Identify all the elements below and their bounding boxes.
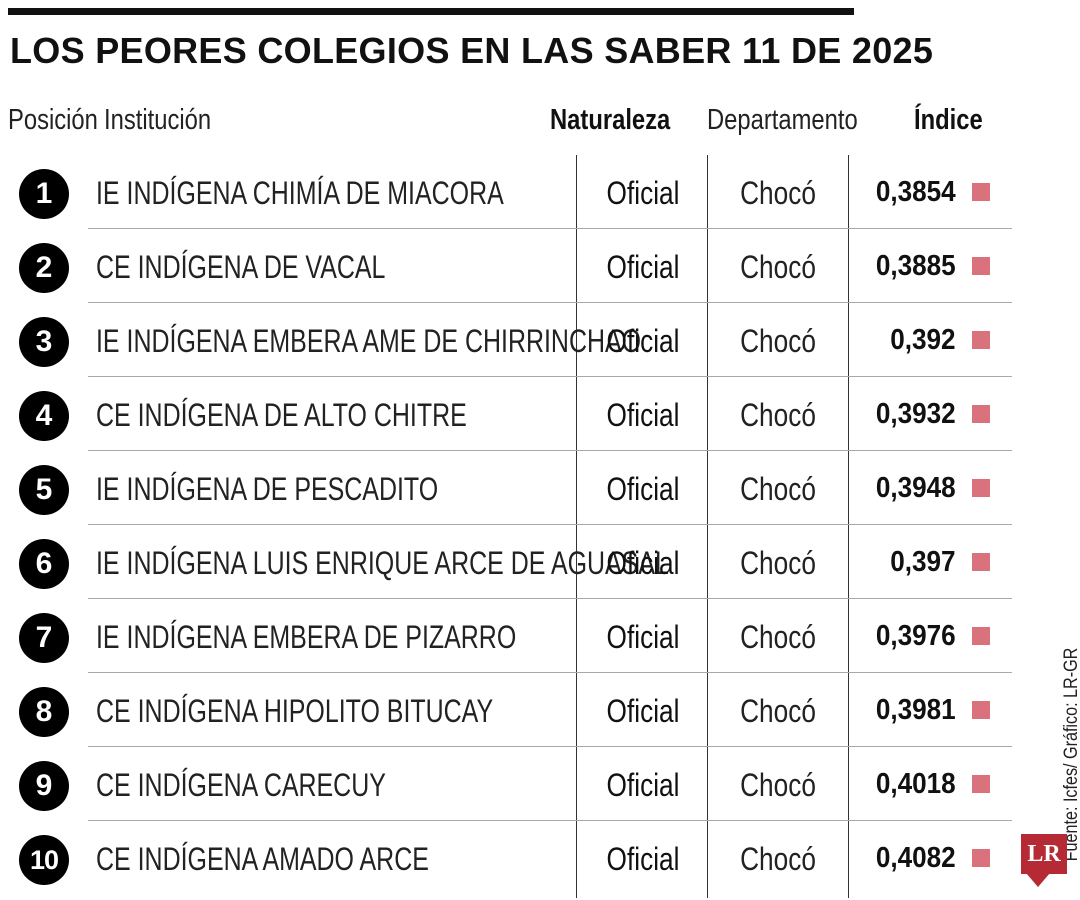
nature-cell: Oficial bbox=[606, 397, 680, 433]
institution-cell: CE INDÍGENA CARECUY bbox=[96, 767, 386, 803]
department-cell: Chocó bbox=[740, 619, 816, 655]
institution-cell: CE INDÍGENA DE ALTO CHITRE bbox=[96, 397, 467, 433]
table-row: 6 IE INDÍGENA LUIS ENRIQUE ARCE DE AGUASA… bbox=[0, 525, 1012, 599]
department-cell: Chocó bbox=[740, 693, 816, 729]
column-divider bbox=[848, 155, 849, 898]
position-badge: 2 bbox=[19, 243, 69, 293]
index-value: 0,3932 bbox=[876, 398, 956, 430]
position-badge: 10 bbox=[19, 835, 69, 885]
institution-cell: IE INDÍGENA EMBERA AME DE CHIRRINCHAO bbox=[96, 323, 642, 359]
position-badge: 4 bbox=[19, 391, 69, 441]
index-marker-square bbox=[972, 627, 990, 645]
source-note: Fuente: Icfes/ Gráfico: LR-GR bbox=[1061, 610, 1080, 862]
institution-cell: IE INDÍGENA CHIMÍA DE MIACORA bbox=[96, 175, 504, 211]
index-marker-square bbox=[972, 849, 990, 867]
index-marker-square bbox=[972, 479, 990, 497]
column-divider bbox=[707, 155, 708, 898]
institution-cell: IE INDÍGENA EMBERA DE PIZARRO bbox=[96, 619, 517, 655]
institution-cell: IE INDÍGENA DE PESCADITO bbox=[96, 471, 439, 507]
index-value: 0,4082 bbox=[876, 842, 956, 874]
column-divider bbox=[576, 155, 577, 898]
position-badge: 3 bbox=[19, 317, 69, 367]
nature-cell: Oficial bbox=[606, 545, 680, 581]
department-cell: Chocó bbox=[740, 841, 816, 877]
position-badge: 5 bbox=[19, 465, 69, 515]
institution-cell: CE INDÍGENA HIPOLITO BITUCAY bbox=[96, 693, 494, 729]
index-value: 0,3854 bbox=[876, 176, 956, 208]
lr-logo-tail bbox=[1026, 873, 1050, 887]
table-row: 1 IE INDÍGENA CHIMÍA DE MIACORA Oficial Cho… bbox=[0, 155, 1012, 229]
index-value: 0,3948 bbox=[876, 472, 956, 504]
table-row: 8 CE INDÍGENA HIPOLITO BITUCAY Oficial Choc… bbox=[0, 673, 1012, 747]
header-department: Departamento bbox=[707, 104, 858, 136]
table-row: 3 IE INDÍGENA EMBERA AME DE CHIRRINCHAO Of… bbox=[0, 303, 1012, 377]
nature-cell: Oficial bbox=[606, 471, 680, 507]
department-cell: Chocó bbox=[740, 323, 816, 359]
table-row: 7 IE INDÍGENA EMBERA DE PIZARRO Oficial Cho… bbox=[0, 599, 1012, 673]
header-index: Índice bbox=[914, 104, 983, 136]
position-badge: 9 bbox=[19, 761, 69, 811]
table-row: 5 IE INDÍGENA DE PESCADITO Oficial Chocó 0,3… bbox=[0, 451, 1012, 525]
index-marker-square bbox=[972, 405, 990, 423]
institution-cell: CE INDÍGENA AMADO ARCE bbox=[96, 841, 429, 877]
header-nature: Naturaleza bbox=[550, 104, 671, 136]
nature-cell: Oficial bbox=[606, 767, 680, 803]
department-cell: Chocó bbox=[740, 471, 816, 507]
index-marker-square bbox=[972, 183, 990, 201]
position-badge: 7 bbox=[19, 613, 69, 663]
index-value: 0,3885 bbox=[876, 250, 956, 282]
institution-cell: CE INDÍGENA DE VACAL bbox=[96, 249, 386, 285]
nature-cell: Oficial bbox=[606, 693, 680, 729]
table-row: 2 CE INDÍGENA DE VACAL Oficial Chocó 0,3885 bbox=[0, 229, 1012, 303]
department-cell: Chocó bbox=[740, 545, 816, 581]
index-value: 0,3976 bbox=[876, 620, 956, 652]
title-rule bbox=[8, 8, 854, 15]
nature-cell: Oficial bbox=[606, 323, 680, 359]
index-value: 0,3981 bbox=[876, 694, 956, 726]
institution-cell: IE INDÍGENA LUIS ENRIQUE ARCE DE AGUASAL bbox=[96, 545, 669, 581]
table-row: 10 CE INDÍGENA AMADO ARCE Oficial Chocó 0,40… bbox=[0, 821, 1012, 895]
department-cell: Chocó bbox=[740, 175, 816, 211]
index-marker-square bbox=[972, 701, 990, 719]
department-cell: Chocó bbox=[740, 767, 816, 803]
table-row: 4 CE INDÍGENA DE ALTO CHITRE Oficial Chocó 0… bbox=[0, 377, 1012, 451]
position-badge: 8 bbox=[19, 687, 69, 737]
index-marker-square bbox=[972, 775, 990, 793]
department-cell: Chocó bbox=[740, 249, 816, 285]
nature-cell: Oficial bbox=[606, 619, 680, 655]
nature-cell: Oficial bbox=[606, 249, 680, 285]
index-marker-square bbox=[972, 553, 990, 571]
table-row: 9 CE INDÍGENA CARECUY Oficial Chocó 0,4018 bbox=[0, 747, 1012, 821]
source-text: Fuente: Icfes/ Gráfico: LR-GR bbox=[1061, 647, 1080, 862]
index-marker-square bbox=[972, 331, 990, 349]
position-badge: 6 bbox=[19, 539, 69, 589]
chart-title: LOS PEORES COLEGIOS EN LAS SABER 11 DE 2… bbox=[10, 30, 934, 71]
lr-logo: LR bbox=[1021, 834, 1067, 874]
header-position: Posición bbox=[8, 104, 98, 136]
ranking-table: 1 IE INDÍGENA CHIMÍA DE MIACORA Oficial Cho… bbox=[0, 155, 1012, 895]
header-institution: Institución bbox=[104, 104, 212, 136]
index-value: 0,392 bbox=[890, 324, 956, 356]
position-badge: 1 bbox=[19, 169, 69, 219]
index-value: 0,397 bbox=[890, 546, 956, 578]
nature-cell: Oficial bbox=[606, 841, 680, 877]
index-value: 0,4018 bbox=[876, 768, 956, 800]
nature-cell: Oficial bbox=[606, 175, 680, 211]
index-marker-square bbox=[972, 257, 990, 275]
department-cell: Chocó bbox=[740, 397, 816, 433]
